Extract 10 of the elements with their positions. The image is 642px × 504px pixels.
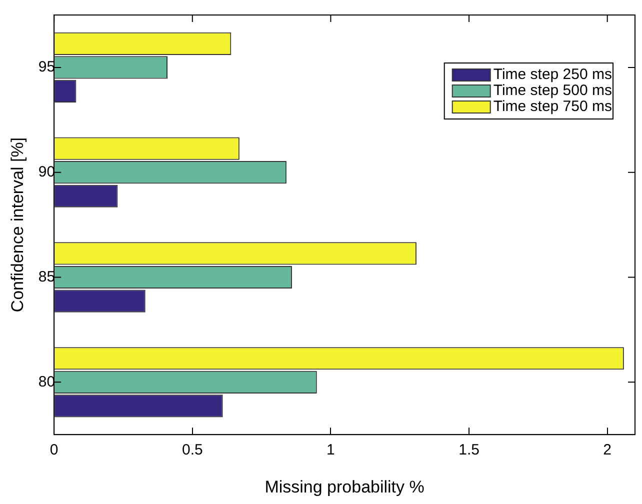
legend-label: Time step 250 ms <box>493 66 612 84</box>
y-axis-title: Confidence interval [%] <box>8 137 27 312</box>
legend-label: Time step 750 ms <box>493 98 612 116</box>
x-tick-label: 1.5 <box>458 442 480 459</box>
legend-label: Time step 500 ms <box>493 82 612 100</box>
x-tick-label: 0.5 <box>182 442 203 459</box>
x-tick-label: 1 <box>326 442 335 459</box>
x-axis-title: Missing probability % <box>264 477 424 496</box>
x-tick-label: 0 <box>50 442 58 459</box>
x-tick-label: 2 <box>603 442 612 459</box>
